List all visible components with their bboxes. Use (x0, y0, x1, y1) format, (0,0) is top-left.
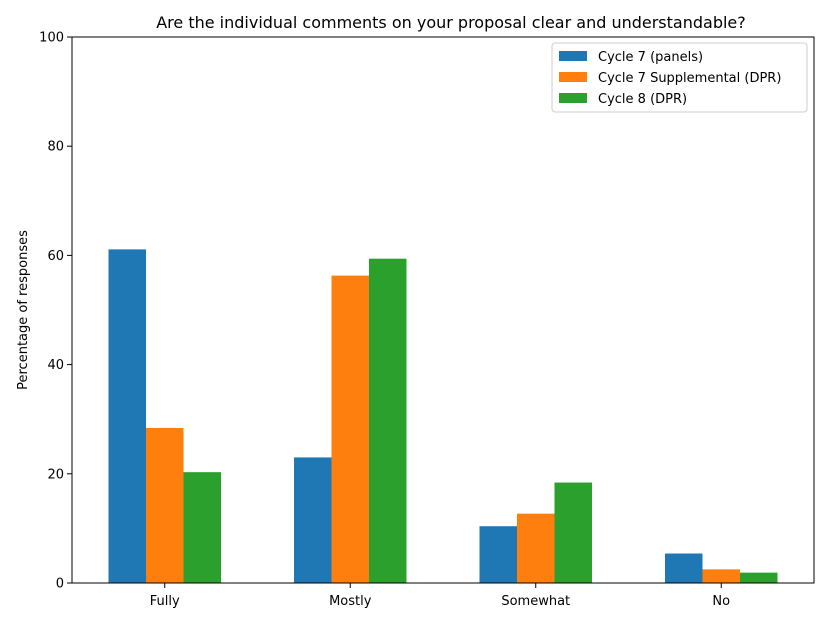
y-tick-label: 20 (47, 467, 64, 482)
legend-swatch-3 (559, 93, 587, 103)
bar-fully-series-2 (146, 427, 184, 583)
y-tick-label: 0 (56, 577, 64, 592)
bar-somewhat-series-3 (554, 482, 592, 583)
x-tick-label-mostly: Mostly (329, 594, 372, 609)
legend-box (551, 42, 808, 113)
legend: Cycle 7 (panels) Cycle 7 Supplemental (DP… (551, 42, 808, 113)
legend-label-2: Cycle 7 Supplemental (DPR) (598, 71, 781, 86)
legend-label-1: Cycle 7 (panels) (598, 50, 703, 65)
bar-somewhat-series-2 (517, 513, 555, 583)
bar-fully-series-1 (108, 249, 146, 584)
x-tick-label-fully: Fully (150, 594, 180, 609)
chart-title: Are the individual comments on your prop… (156, 13, 746, 32)
bar-fully-series-3 (183, 472, 221, 583)
y-axis-ticks: 0 20 40 60 80 100 (39, 31, 72, 592)
bar-mostly-series-3 (369, 258, 407, 583)
bar-mostly-series-1 (294, 457, 332, 583)
legend-swatch-2 (559, 72, 587, 82)
y-tick-label: 40 (47, 358, 64, 373)
x-tick-label-somewhat: Somewhat (501, 594, 570, 609)
bar-somewhat-series-1 (479, 526, 517, 583)
legend-label-3: Cycle 8 (DPR) (598, 92, 687, 107)
x-tick-label-no: No (712, 594, 730, 609)
y-tick-label: 100 (39, 31, 64, 46)
bar-no-series-3 (740, 572, 778, 583)
bars (108, 249, 778, 584)
legend-swatch-1 (559, 51, 587, 61)
bar-mostly-series-2 (331, 275, 369, 583)
bar-no-series-2 (702, 569, 740, 583)
bar-no-series-1 (665, 553, 703, 583)
x-axis-ticks: Fully Mostly Somewhat No (150, 583, 730, 609)
y-tick-label: 60 (47, 249, 64, 264)
y-axis-label: Percentage of responses (16, 230, 31, 390)
plot-frame (71, 36, 815, 584)
y-tick-label: 80 (47, 140, 64, 155)
